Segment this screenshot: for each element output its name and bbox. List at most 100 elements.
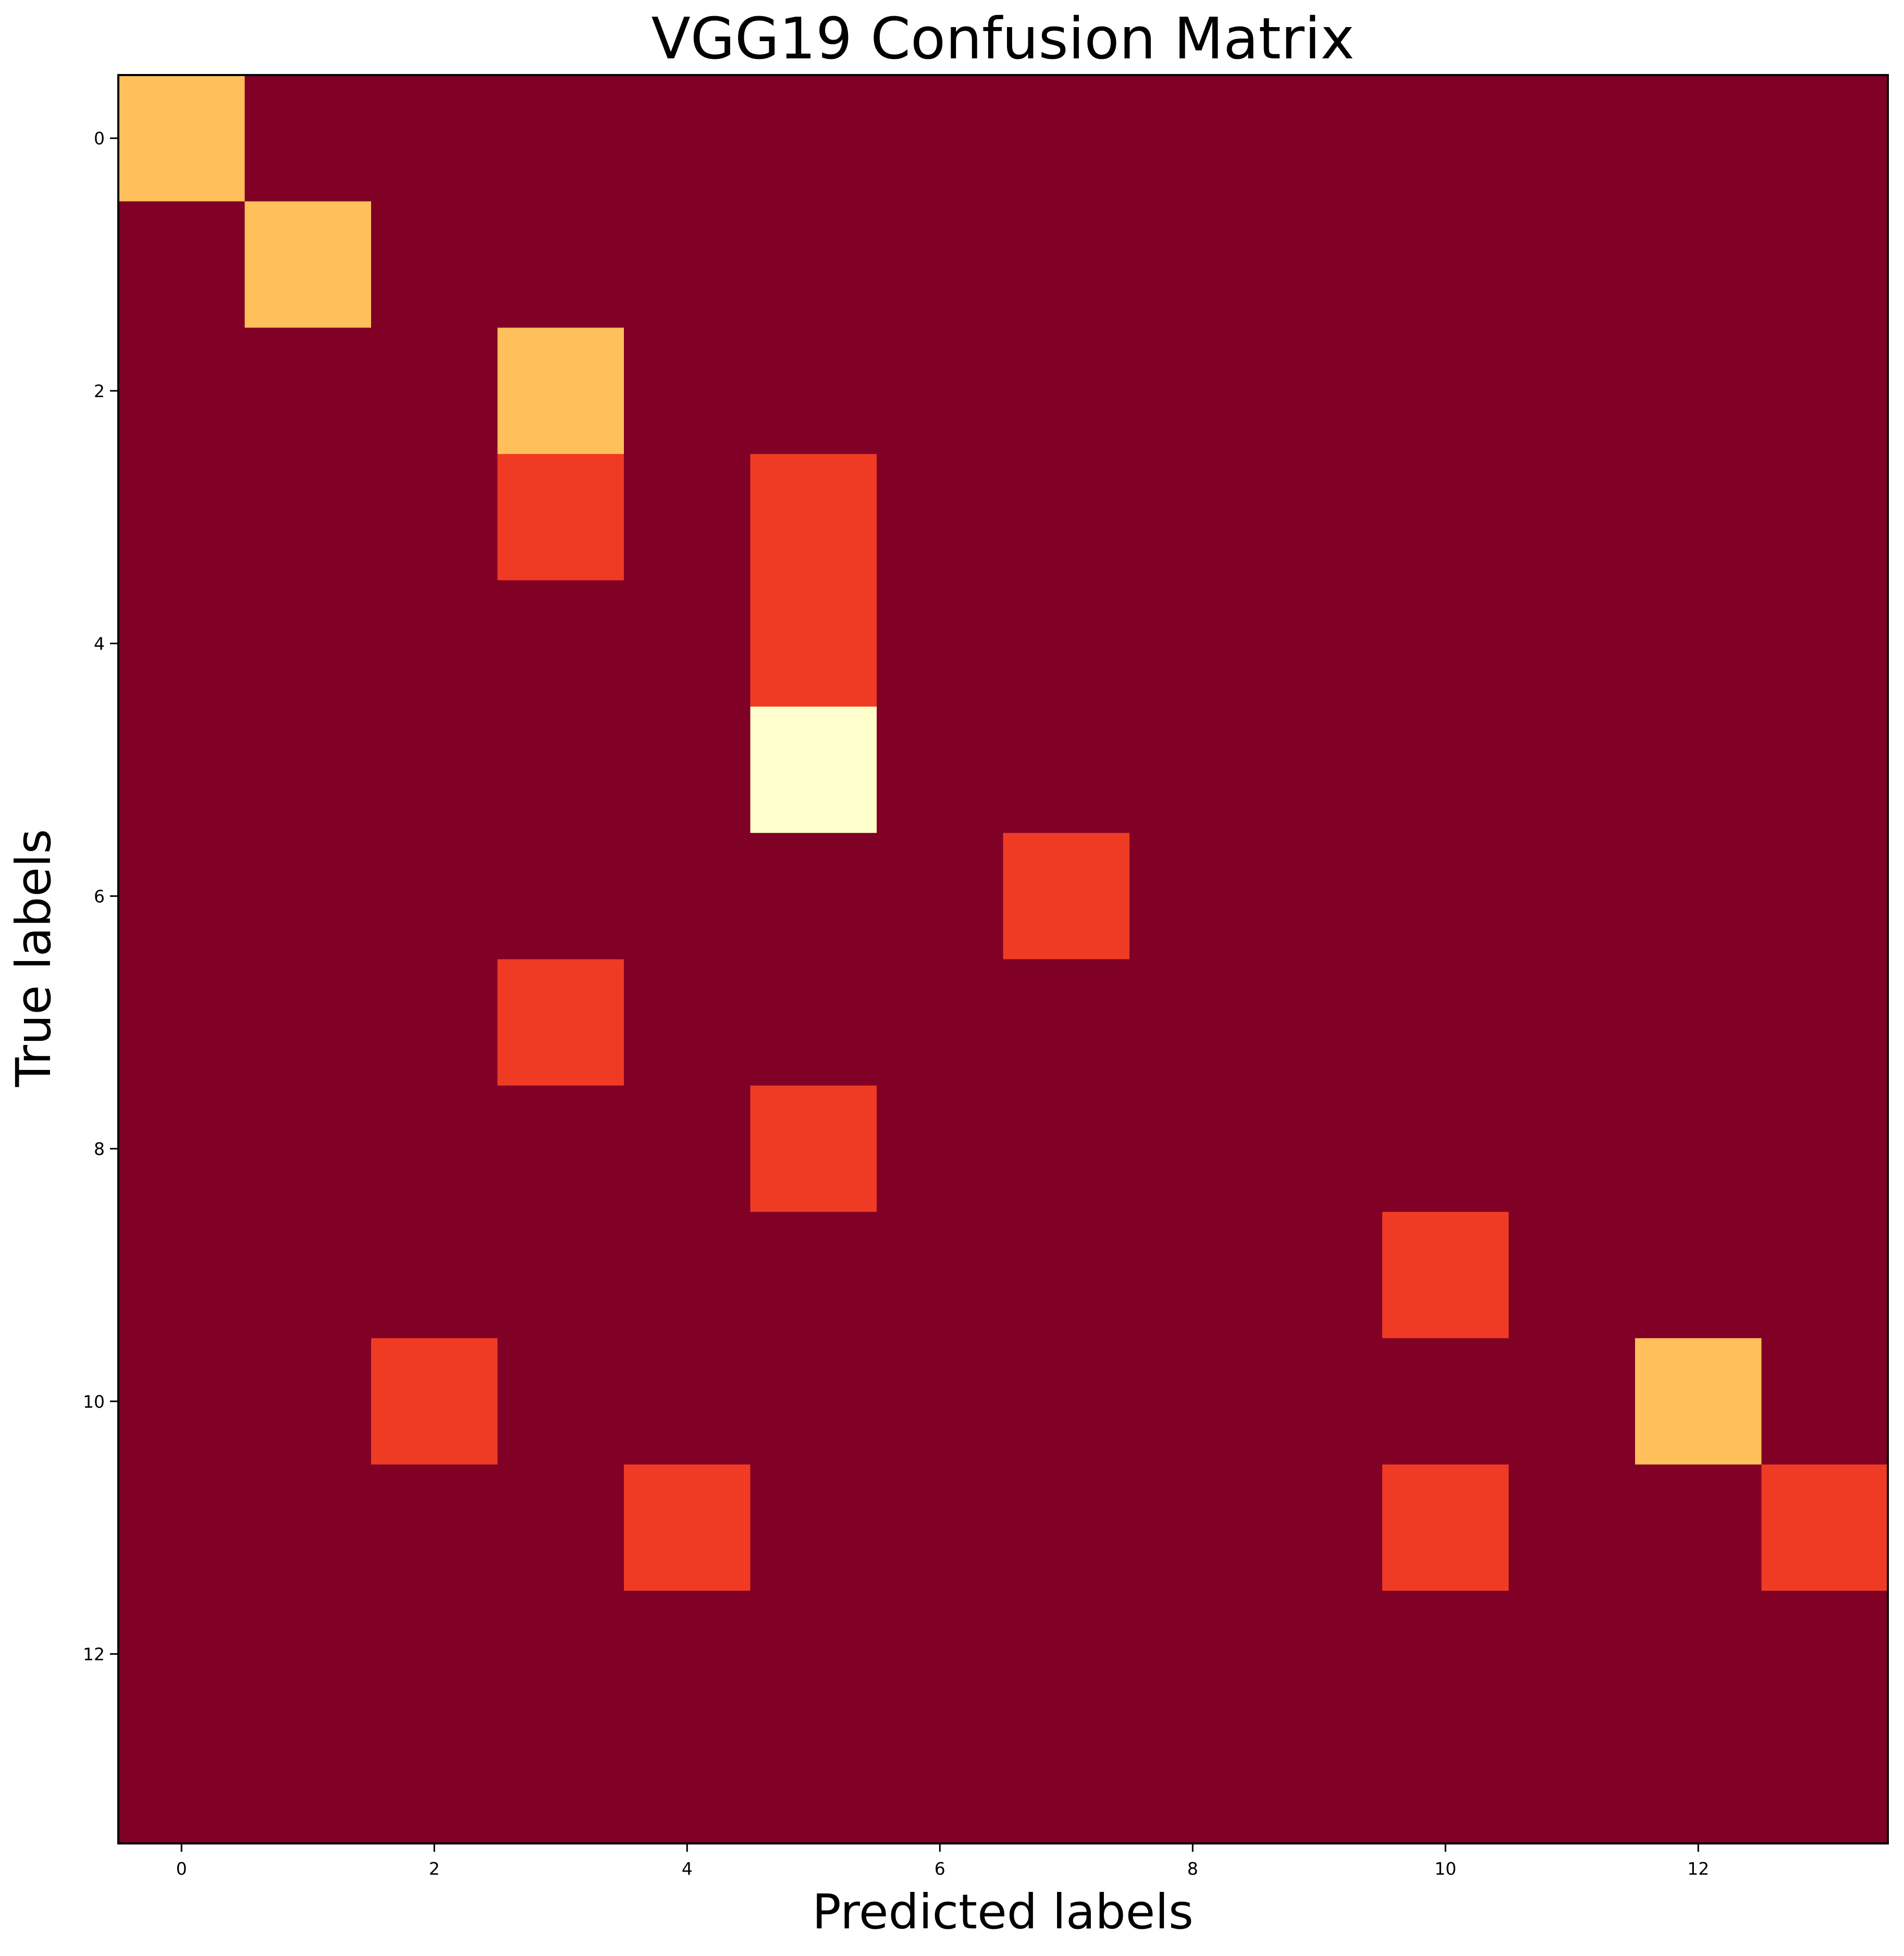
heatmap-cell [1256, 1591, 1383, 1718]
x-tick-label: 2 [429, 1859, 440, 1879]
heatmap-cell [1256, 1085, 1383, 1212]
heatmap-cell [1508, 75, 1636, 202]
heatmap-cell [624, 454, 751, 581]
heatmap-cell [1003, 1338, 1130, 1465]
heatmap-cell [1761, 1085, 1888, 1212]
heatmap-cell [1508, 1085, 1636, 1212]
heatmap-cell [244, 833, 372, 960]
heatmap-cell [1003, 580, 1130, 707]
heatmap-cell [118, 454, 245, 581]
heatmap-cell [1382, 1464, 1509, 1591]
heatmap-cell [497, 1085, 624, 1212]
heatmap-cell [244, 1464, 372, 1591]
heatmap-cell [1003, 1085, 1130, 1212]
chart-title: VGG19 Confusion Matrix [651, 5, 1354, 72]
heatmap-cell [877, 1717, 1004, 1844]
heatmap-cell [1382, 454, 1509, 581]
heatmap-cell [497, 1338, 624, 1465]
heatmap-cell [1129, 706, 1257, 833]
heatmap-cell [118, 1085, 245, 1212]
heatmap-cell [750, 201, 877, 328]
heatmap-cell [1382, 1591, 1509, 1718]
y-axis-ticks: 0 2 4 6 8 10 12 [83, 128, 118, 1664]
heatmap-cell [1635, 1085, 1762, 1212]
heatmap-cell [497, 201, 624, 328]
heatmap-cell [1508, 833, 1636, 960]
heatmap-cell [750, 959, 877, 1086]
heatmap-cell [1635, 833, 1762, 960]
heatmap-cell [1508, 327, 1636, 454]
heatmap-cell [244, 454, 372, 581]
heatmap-cell [1382, 327, 1509, 454]
heatmap-cell [1129, 833, 1257, 960]
heatmap-cell [1003, 454, 1130, 581]
heatmap-cell [1508, 706, 1636, 833]
heatmap-cell [497, 959, 624, 1086]
heatmap-cell [244, 1338, 372, 1465]
plot-frame [117, 74, 1889, 1844]
heatmap-cell [624, 1591, 751, 1718]
y-tick-label: 8 [94, 1139, 105, 1159]
heatmap-cell [118, 706, 245, 833]
heatmap-cell [371, 1591, 498, 1718]
heatmap-cell [118, 959, 245, 1086]
heatmap-cell [118, 1717, 245, 1844]
heatmap-cell [1635, 1591, 1762, 1718]
heatmap-cell [371, 454, 498, 581]
heatmap-cells [118, 75, 1888, 1844]
heatmap-cell [624, 1717, 751, 1844]
heatmap-cell [1508, 454, 1636, 581]
heatmap-cell [1761, 833, 1888, 960]
heatmap-cell [877, 706, 1004, 833]
heatmap-cell [750, 1085, 877, 1212]
heatmap-cell [371, 327, 498, 454]
heatmap-cell [497, 1591, 624, 1718]
heatmap-cell [750, 706, 877, 833]
heatmap-cell [244, 1591, 372, 1718]
heatmap-cell [1003, 1212, 1130, 1339]
heatmap-cell [750, 1338, 877, 1465]
heatmap-cell [371, 580, 498, 707]
heatmap-cell [1256, 833, 1383, 960]
heatmap-cell [497, 580, 624, 707]
heatmap-cell [1761, 959, 1888, 1086]
heatmap-cell [371, 1338, 498, 1465]
heatmap-cell [877, 454, 1004, 581]
heatmap-cell [1003, 706, 1130, 833]
heatmap-cell [624, 327, 751, 454]
heatmap-cell [877, 1338, 1004, 1465]
heatmap-cell [750, 75, 877, 202]
heatmap-cell [1256, 327, 1383, 454]
heatmap-cell [1508, 1717, 1636, 1844]
heatmap-cell [1129, 1085, 1257, 1212]
heatmap-cell [624, 580, 751, 707]
y-tick-label: 0 [94, 128, 105, 149]
heatmap-cell [1129, 959, 1257, 1086]
heatmap-cell [244, 1717, 372, 1844]
heatmap-cell [624, 1338, 751, 1465]
heatmap-cell [1129, 1338, 1257, 1465]
heatmap-cell [118, 1591, 245, 1718]
heatmap-cell [371, 1464, 498, 1591]
heatmap-cell [1256, 1464, 1383, 1591]
heatmap-cell [244, 1085, 372, 1212]
heatmap-cell [1635, 327, 1762, 454]
heatmap-cell [1508, 580, 1636, 707]
heatmap-cell [1003, 327, 1130, 454]
heatmap-cell [371, 75, 498, 202]
heatmap-cell [750, 327, 877, 454]
heatmap-cell [118, 75, 245, 202]
heatmap-cell [1382, 201, 1509, 328]
heatmap-cell [1256, 75, 1383, 202]
heatmap-cell [877, 580, 1004, 707]
heatmap-cell [118, 1338, 245, 1465]
heatmap-cell [371, 833, 498, 960]
y-tick-label: 12 [83, 1644, 105, 1664]
heatmap-cell [1003, 75, 1130, 202]
heatmap-cell [750, 1591, 877, 1718]
heatmap-cell [624, 959, 751, 1086]
heatmap-cell [1761, 706, 1888, 833]
heatmap-cell [244, 327, 372, 454]
heatmap-cell [1003, 833, 1130, 960]
y-tick-label: 4 [94, 634, 105, 654]
